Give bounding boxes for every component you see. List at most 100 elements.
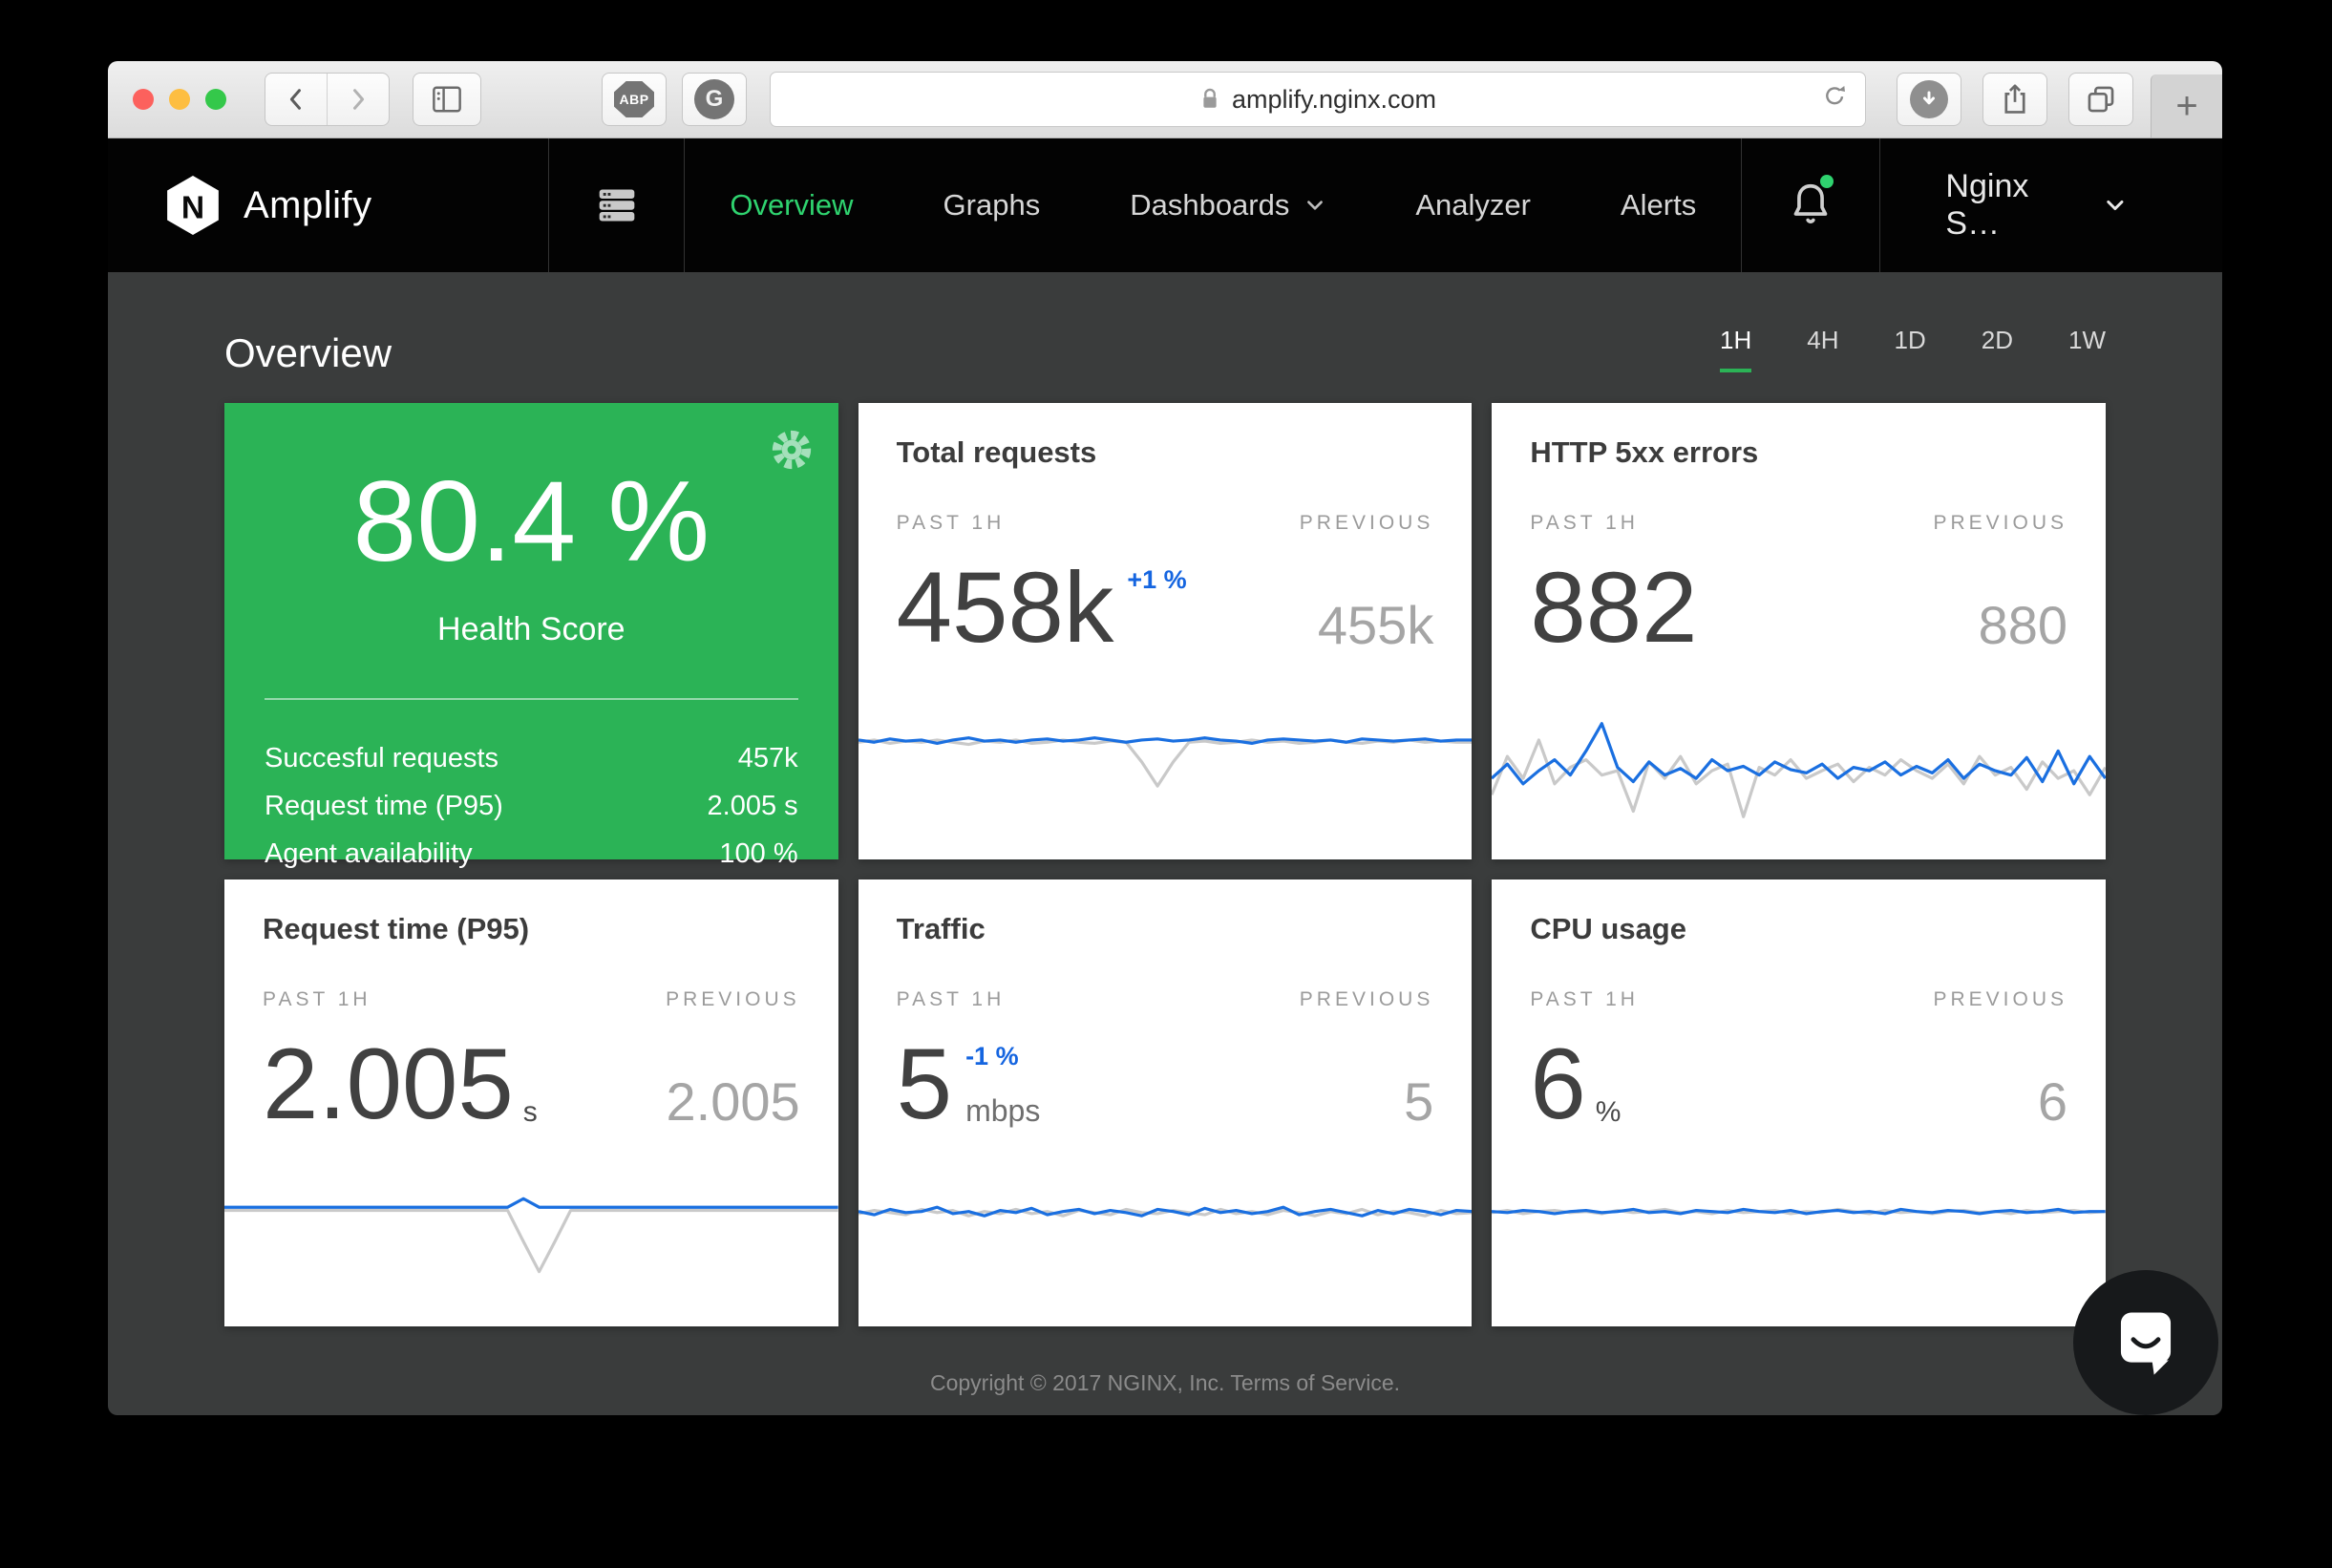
window-controls [133, 89, 226, 110]
account-name: Nginx S… [1945, 168, 2029, 242]
sidebar-button[interactable] [413, 73, 481, 126]
new-tab-button[interactable]: + [2151, 74, 2222, 138]
previous-value: 455k [1317, 595, 1434, 656]
page-content: Overview 1H 4H 1D 2D 1W 80.4 % [108, 272, 2222, 1415]
previous-label: PREVIOUS [1299, 988, 1434, 1010]
tab-overview-button[interactable] [2068, 73, 2133, 126]
past-label: PAST 1H [1530, 512, 1639, 534]
close-window-button[interactable] [133, 89, 154, 110]
tabs-icon [2088, 86, 2114, 113]
zoom-window-button[interactable] [205, 89, 226, 110]
download-icon [1910, 80, 1948, 118]
previous-value: 2.005 [666, 1071, 800, 1133]
request-time-card: Request time (P95) PAST 1H PREVIOUS 2.00… [224, 879, 838, 1326]
previous-value: 880 [1978, 595, 2067, 656]
nav-items: Overview Graphs Dashboards Analyzer Aler… [685, 138, 1741, 272]
metric-value: 882 [1530, 552, 1698, 664]
delta-badge: +1 % [1127, 565, 1187, 594]
history-nav [265, 73, 390, 126]
health-rows: Succesful requests 457k Request time (P95… [224, 734, 838, 878]
reload-icon [1826, 85, 1845, 105]
settings-button[interactable] [770, 428, 814, 472]
chat-widget-button[interactable] [2073, 1270, 2218, 1415]
bell-icon [1793, 183, 1828, 223]
notifications-button[interactable] [1741, 138, 1881, 272]
previous-label: PREVIOUS [1933, 512, 2067, 534]
previous-label: PREVIOUS [1933, 988, 2067, 1010]
previous-value: 6 [2037, 1071, 2067, 1133]
chevron-down-icon [1307, 201, 1324, 210]
ghostery-icon: G [694, 79, 734, 119]
forward-button[interactable] [327, 74, 389, 125]
health-row: Agent availability 100 % [265, 838, 798, 869]
card-title: HTTP 5xx errors [1530, 435, 1759, 469]
reload-button[interactable] [1821, 82, 1850, 119]
systems-list-button[interactable] [549, 138, 684, 272]
time-range-1h[interactable]: 1H [1720, 326, 1752, 372]
back-button[interactable] [265, 74, 327, 125]
nav-item-dashboards[interactable]: Dashboards [1085, 138, 1370, 272]
metric-value: 6 [1530, 1028, 1586, 1140]
previous-value: 5 [1404, 1071, 1434, 1133]
browser-toolbar: ABP G amplify.nginx.com [108, 61, 2222, 138]
health-divider [265, 698, 798, 700]
nav-divider [548, 138, 549, 272]
time-range-1w[interactable]: 1W [2068, 326, 2106, 354]
time-range-4h[interactable]: 4H [1807, 326, 1839, 354]
time-range-1d[interactable]: 1D [1894, 326, 1926, 354]
address-bar[interactable]: amplify.nginx.com [770, 72, 1866, 127]
nginx-logo-icon: N [167, 176, 219, 235]
minimize-window-button[interactable] [169, 89, 190, 110]
sparkline-chart [1492, 718, 2106, 828]
card-title: CPU usage [1530, 912, 1686, 945]
metric-unit: mbps [965, 1092, 1041, 1128]
sparkline-chart [1492, 1188, 2106, 1295]
time-range-2d[interactable]: 2D [1981, 326, 2013, 354]
url-text: amplify.nginx.com [1231, 84, 1437, 114]
cards-grid: 80.4 % Health Score Succesful requests 45… [224, 403, 2106, 1326]
nav-item-alerts[interactable]: Alerts [1620, 188, 1697, 222]
lock-icon [1203, 88, 1217, 108]
app-nav: N Amplify Overview Graphs Dashboard [108, 138, 2222, 272]
downloads-button[interactable] [1897, 73, 1961, 126]
adblock-icon: ABP [614, 81, 654, 117]
gear-icon [772, 430, 811, 470]
nav-divider [684, 138, 686, 272]
traffic-card: Traffic PAST 1H PREVIOUS 5 -1 % mbps [858, 879, 1473, 1326]
terms-of-service-link[interactable]: Terms of Service. [1230, 1370, 1401, 1395]
copyright-text: Copyright © 2017 NGINX, Inc. [929, 1370, 1225, 1395]
health-row: Succesful requests 457k [265, 743, 798, 773]
ghostery-extension-button[interactable]: G [682, 73, 747, 126]
sidebar-icon [433, 86, 461, 113]
page-title: Overview [224, 330, 392, 375]
previous-label: PREVIOUS [1299, 512, 1434, 534]
previous-label: PREVIOUS [666, 988, 800, 1010]
svg-text:N: N [181, 190, 204, 225]
http-5xx-errors-card: HTTP 5xx errors PAST 1H PREVIOUS 882 880 [1492, 403, 2106, 859]
past-label: PAST 1H [896, 988, 1006, 1010]
metric-value: 5 [896, 1028, 953, 1140]
delta-badge: -1 % [965, 1042, 1019, 1070]
share-button[interactable] [1982, 73, 2047, 126]
share-icon [2004, 84, 2025, 114]
page-header: Overview 1H 4H 1D 2D 1W [224, 272, 2106, 403]
nav-item-analyzer[interactable]: Analyzer [1415, 188, 1531, 222]
notification-dot [1820, 175, 1834, 188]
account-menu[interactable]: Nginx S… [1880, 138, 2222, 272]
card-title: Total requests [896, 435, 1097, 469]
nav-item-overview[interactable]: Overview [730, 188, 854, 222]
footer: Copyright © 2017 NGINX, Inc. Terms of Se… [224, 1370, 2106, 1396]
health-row: Request time (P95) 2.005 s [265, 791, 798, 821]
nav-item-graphs[interactable]: Graphs [943, 188, 1041, 222]
time-range-selector: 1H 4H 1D 2D 1W [1720, 326, 2106, 376]
brand[interactable]: N Amplify [108, 138, 548, 272]
cpu-usage-card: CPU usage PAST 1H PREVIOUS 6 % 6 [1492, 879, 2106, 1326]
toolbar-right-buttons [1897, 73, 2133, 126]
metric-unit: % [1595, 1095, 1622, 1128]
past-label: PAST 1H [896, 512, 1006, 534]
chevron-down-icon [2107, 201, 2124, 210]
total-requests-card: Total requests PAST 1H PREVIOUS 458k +1 … [858, 403, 1473, 859]
health-score-value: 80.4 % [352, 457, 710, 585]
adblock-extension-button[interactable]: ABP [602, 73, 667, 126]
metric-unit: s [522, 1095, 538, 1128]
